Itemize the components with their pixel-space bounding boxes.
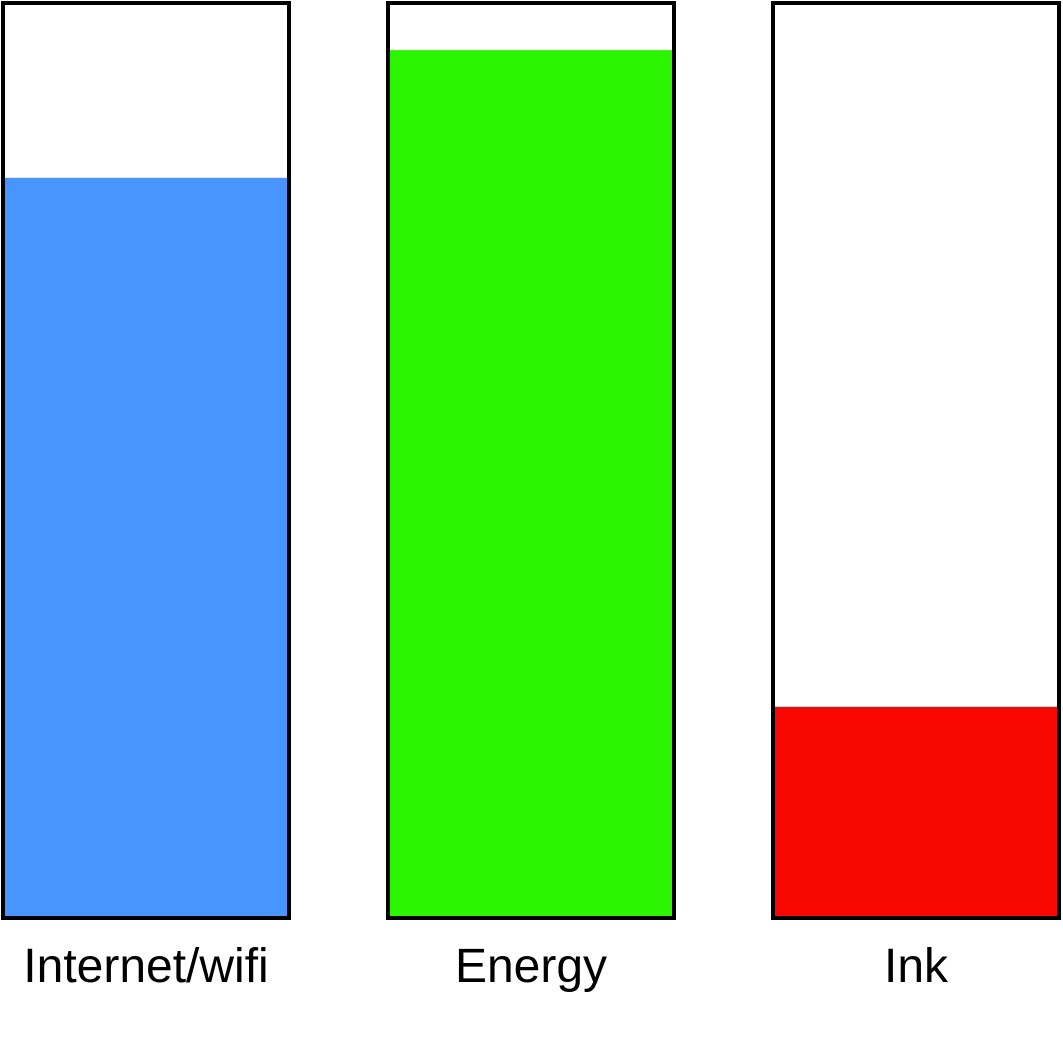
category-label-ink: Ink (884, 940, 949, 993)
tank-ink: Ink (771, 1, 1061, 993)
bar-fill-ink (773, 706, 1059, 917)
bar-outline-ink (771, 1, 1061, 920)
category-label-energy: Energy (455, 940, 607, 993)
tank-energy: Energy (386, 1, 676, 993)
bar-fill-internet-wifi (3, 177, 289, 917)
tank-internet-wifi: Internet/wifi (1, 1, 291, 993)
bar-outline-internet-wifi (1, 1, 291, 920)
bar-outline-energy (386, 1, 676, 920)
category-label-internet-wifi: Internet/wifi (23, 940, 268, 993)
bar-fill-energy (388, 50, 674, 917)
